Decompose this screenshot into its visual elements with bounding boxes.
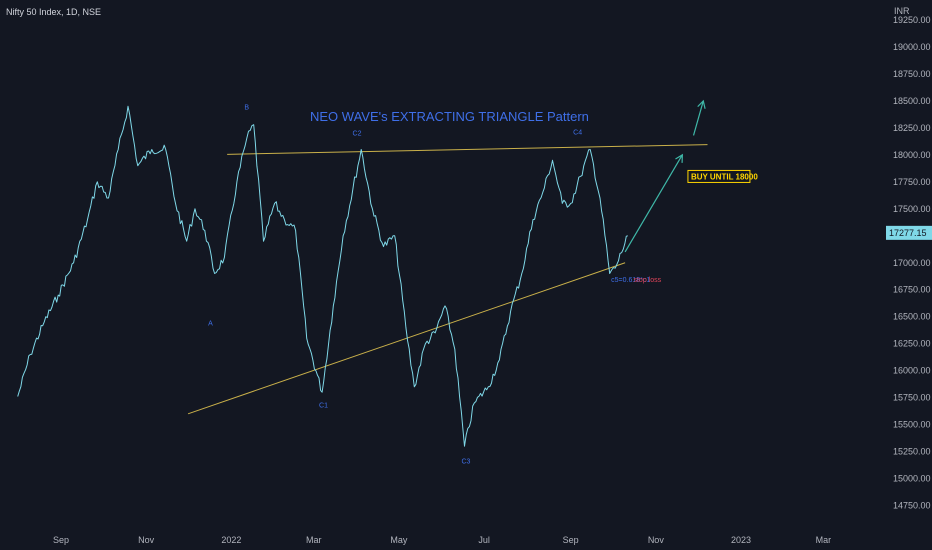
- x-tick-label: Nov: [138, 535, 155, 545]
- y-tick-label: 19250.00: [893, 15, 931, 25]
- x-tick-label: 2022: [221, 535, 241, 545]
- x-tick-label: 2023: [731, 535, 751, 545]
- y-tick-label: 17750.00: [893, 177, 931, 187]
- x-tick-label: Sep: [53, 535, 69, 545]
- buy-box: BUY UNTIL 18000: [687, 169, 758, 183]
- x-tick-label: Nov: [648, 535, 665, 545]
- label-c5: c5=0.618*c1: [611, 277, 650, 284]
- y-tick-label: 16750.00: [893, 285, 931, 295]
- currency-label: INR: [894, 6, 910, 16]
- y-tick-label: 15000.00: [893, 474, 931, 484]
- last-price-value: 17277.15: [889, 228, 927, 238]
- y-tick-label: 17000.00: [893, 258, 931, 268]
- label-c2: C2: [353, 130, 362, 137]
- upper-trendline: [227, 144, 708, 155]
- y-tick-label: 16500.00: [893, 312, 931, 322]
- breakout-arrow-head: [675, 153, 683, 163]
- y-tick-label: 16000.00: [893, 366, 931, 376]
- projection-arrows: [624, 99, 706, 253]
- y-tick-label: 16250.00: [893, 339, 931, 349]
- y-tick-label: 14750.00: [893, 501, 931, 511]
- x-tick-label: Mar: [816, 535, 832, 545]
- breakout-arrow: [624, 154, 683, 253]
- x-tick-label: Mar: [306, 535, 322, 545]
- symbol-title: Nifty 50 Index, 1D, NSE: [6, 7, 101, 17]
- buy-label: BUY UNTIL 18000: [691, 172, 758, 181]
- y-tick-label: 15250.00: [893, 447, 931, 457]
- target-arrow-head: [697, 99, 706, 109]
- x-tick-label: Jul: [478, 535, 490, 545]
- y-tick-label: 18000.00: [893, 150, 931, 160]
- price-series: [17, 105, 629, 447]
- label-a: A: [208, 320, 213, 327]
- y-tick-label: 18500.00: [893, 96, 931, 106]
- lower-trendline: [187, 262, 626, 415]
- label-b: B: [244, 105, 249, 112]
- last-price-box: [886, 225, 932, 240]
- stop-loss-label: stop loss: [633, 277, 661, 284]
- x-axis[interactable]: Sep Nov 2022 Mar May Jul Sep Nov 2023 Mar: [53, 535, 831, 545]
- y-tick-label: 15750.00: [893, 393, 931, 403]
- target-arrow: [692, 100, 704, 136]
- pattern-lines: [187, 144, 708, 415]
- price-line: [17, 105, 629, 447]
- x-tick-label: Sep: [563, 535, 579, 545]
- x-tick-label: May: [390, 535, 408, 545]
- label-c4: C4: [573, 129, 582, 136]
- y-tick-label: 18750.00: [893, 69, 931, 79]
- y-tick-label: 15500.00: [893, 420, 931, 430]
- label-c3: C3: [461, 458, 470, 465]
- y-tick-label: 17500.00: [893, 204, 931, 214]
- last-price-badge: 17277.15: [886, 225, 932, 240]
- y-tick-label: 18250.00: [893, 123, 931, 133]
- wave-labels: A B C1 C2 C3 C4 c5=0.618*c1: [208, 105, 650, 466]
- buy-box-frame: [687, 169, 751, 183]
- y-tick-label: 19000.00: [893, 42, 931, 52]
- label-c1: C1: [319, 402, 328, 409]
- chart-title: NEO WAVE's EXTRACTING TRIANGLE Pattern: [310, 109, 589, 124]
